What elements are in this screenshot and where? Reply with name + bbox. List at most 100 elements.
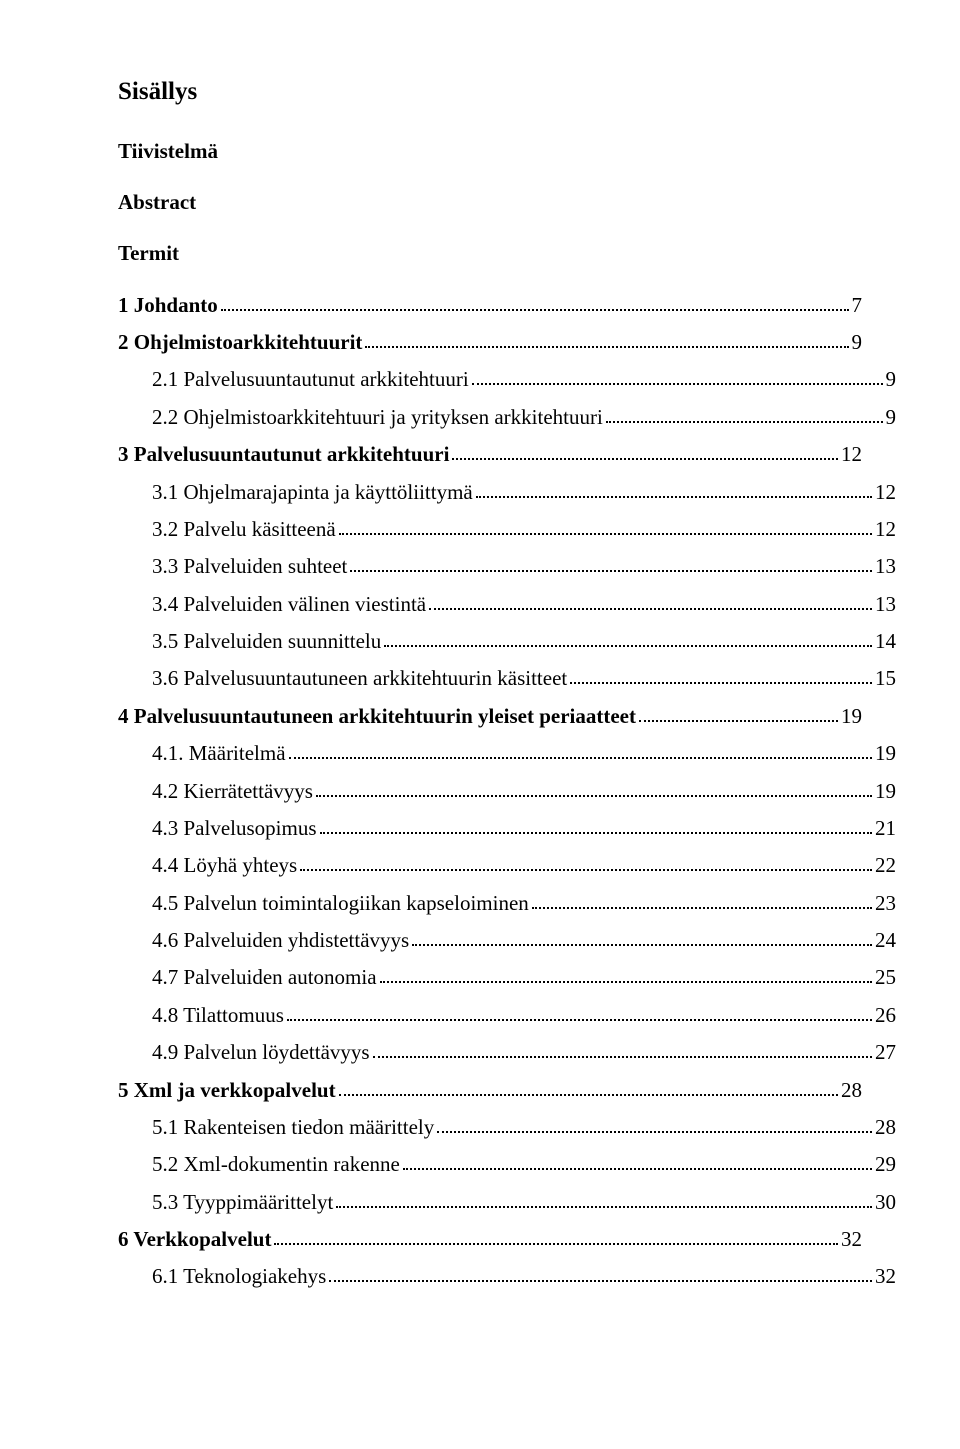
toc-row: 5.2 Xml-dokumentin rakenne 29: [118, 1146, 896, 1183]
toc-entry-page: 19: [875, 735, 896, 772]
toc-row: 5 Xml ja verkkopalvelut28: [118, 1072, 862, 1109]
toc-entry-label: 2.1 Palvelusuuntautunut arkkitehtuuri: [152, 361, 469, 398]
toc-row: 4.8 Tilattomuus 26: [118, 997, 896, 1034]
toc-entry-label: 4.1. Määritelmä: [152, 735, 286, 772]
toc-row: 2.1 Palvelusuuntautunut arkkitehtuuri 9: [118, 361, 896, 398]
toc-entry-page: 32: [841, 1221, 862, 1258]
toc-leader-dots: [365, 327, 848, 348]
toc-row: 1 Johdanto 7: [118, 287, 862, 324]
toc-row: 4.2 Kierrätettävyys 19: [118, 773, 896, 810]
toc-row: 3.3 Palveluiden suhteet 13: [118, 548, 896, 585]
toc-entry-label: 6.1 Teknologiakehys: [152, 1258, 326, 1295]
toc-leader-dots: [606, 402, 883, 423]
front-matter-list: TiivistelmäAbstractTermit: [118, 133, 862, 273]
toc-leader-dots: [412, 925, 872, 946]
toc-entry-label: 4.2 Kierrätettävyys: [152, 773, 313, 810]
toc-row: 3.5 Palveluiden suunnittelu 14: [118, 623, 896, 660]
toc-entry-page: 13: [875, 548, 896, 585]
toc-entry-label: 4.4 Löyhä yhteys: [152, 847, 297, 884]
toc-entry-label: 4 Palvelusuuntautuneen arkkitehtuurin yl…: [118, 698, 636, 735]
toc-entry-page: 7: [852, 287, 863, 324]
toc-row: 6 Verkkopalvelut 32: [118, 1221, 862, 1258]
toc-leader-dots: [437, 1112, 872, 1133]
toc-leader-dots: [403, 1149, 872, 1170]
toc-entry-page: 24: [875, 922, 896, 959]
toc-leader-dots: [221, 290, 849, 311]
toc-entry-page: 28: [841, 1072, 862, 1109]
toc-title: Sisällys: [118, 70, 862, 115]
toc-entry-page: 26: [875, 997, 896, 1034]
toc-leader-dots: [532, 888, 872, 909]
toc-leader-dots: [429, 589, 872, 610]
toc-leader-dots: [287, 1000, 872, 1021]
toc-entry-label: 2.2 Ohjelmistoarkkitehtuuri ja yrityksen…: [152, 399, 603, 436]
toc-entry-page: 12: [875, 474, 896, 511]
toc-leader-dots: [384, 626, 872, 647]
toc-entry-label: 3 Palvelusuuntautunut arkkitehtuuri: [118, 436, 449, 473]
toc-row: 3 Palvelusuuntautunut arkkitehtuuri 12: [118, 436, 862, 473]
toc-row: 4.1. Määritelmä 19: [118, 735, 896, 772]
toc-entry-page: 30: [875, 1184, 896, 1221]
toc-entry-label: 4.8 Tilattomuus: [152, 997, 284, 1034]
toc-entry-label: 3.3 Palveluiden suhteet: [152, 548, 347, 585]
toc-entry-page: 9: [886, 399, 897, 436]
toc-entry-page: 19: [875, 773, 896, 810]
toc-leader-dots: [316, 776, 872, 797]
toc-entry-page: 9: [852, 324, 863, 361]
toc-entry-page: 32: [875, 1258, 896, 1295]
toc-list: 1 Johdanto 7 2 Ohjelmistoarkkitehtuurit 9 2.…: [118, 287, 862, 1296]
toc-row: 5.3 Tyyppimäärittelyt 30: [118, 1184, 896, 1221]
toc-leader-dots: [300, 850, 872, 871]
toc-leader-dots: [639, 701, 838, 722]
toc-row: 4.9 Palvelun löydettävyys27: [118, 1034, 896, 1071]
toc-leader-dots: [350, 551, 872, 572]
toc-entry-label: 5.3 Tyyppimäärittelyt: [152, 1184, 333, 1221]
toc-leader-dots: [476, 477, 872, 498]
toc-row: 4 Palvelusuuntautuneen arkkitehtuurin yl…: [118, 698, 862, 735]
front-matter-item: Termit: [118, 235, 862, 272]
toc-entry-page: 28: [875, 1109, 896, 1146]
toc-leader-dots: [320, 813, 872, 834]
toc-entry-label: 4.3 Palvelusopimus: [152, 810, 317, 847]
toc-row: 5.1 Rakenteisen tiedon määrittely 28: [118, 1109, 896, 1146]
toc-entry-label: 2 Ohjelmistoarkkitehtuurit: [118, 324, 362, 361]
toc-entry-label: 5.1 Rakenteisen tiedon määrittely: [152, 1109, 434, 1146]
toc-entry-page: 25: [875, 959, 896, 996]
toc-entry-page: 15: [875, 660, 896, 697]
toc-leader-dots: [329, 1261, 872, 1282]
toc-entry-label: 3.5 Palveluiden suunnittelu: [152, 623, 381, 660]
toc-row: 6.1 Teknologiakehys 32: [118, 1258, 896, 1295]
toc-entry-label: 3.2 Palvelu käsitteenä: [152, 511, 336, 548]
toc-leader-dots: [339, 514, 872, 535]
toc-row: 3.2 Palvelu käsitteenä 12: [118, 511, 896, 548]
toc-entry-page: 22: [875, 847, 896, 884]
toc-leader-dots: [472, 364, 883, 385]
toc-leader-dots: [452, 439, 838, 460]
toc-entry-label: 1 Johdanto: [118, 287, 218, 324]
toc-entry-page: 21: [875, 810, 896, 847]
toc-leader-dots: [336, 1187, 872, 1208]
toc-leader-dots: [339, 1075, 838, 1096]
toc-entry-label: 4.7 Palveluiden autonomia: [152, 959, 377, 996]
toc-entry-label: 3.1 Ohjelmarajapinta ja käyttöliittymä: [152, 474, 473, 511]
toc-entry-page: 12: [875, 511, 896, 548]
toc-row: 4.7 Palveluiden autonomia 25: [118, 959, 896, 996]
toc-leader-dots: [380, 962, 872, 983]
toc-row: 4.4 Löyhä yhteys 22: [118, 847, 896, 884]
toc-entry-label: 4.9 Palvelun löydettävyys: [152, 1034, 370, 1071]
toc-entry-page: 29: [875, 1146, 896, 1183]
toc-leader-dots: [274, 1224, 838, 1245]
toc-entry-page: 14: [875, 623, 896, 660]
toc-row: 4.3 Palvelusopimus 21: [118, 810, 896, 847]
toc-row: 2.2 Ohjelmistoarkkitehtuuri ja yrityksen…: [118, 399, 896, 436]
toc-entry-label: 3.4 Palveluiden välinen viestintä: [152, 586, 426, 623]
toc-entry-label: 5.2 Xml-dokumentin rakenne: [152, 1146, 400, 1183]
toc-entry-page: 13: [875, 586, 896, 623]
toc-entry-page: 12: [841, 436, 862, 473]
toc-entry-page: 9: [886, 361, 897, 398]
toc-row: 4.5 Palvelun toimintalogiikan kapseloimi…: [118, 885, 896, 922]
toc-row: 3.6 Palvelusuuntautuneen arkkitehtuurin …: [118, 660, 896, 697]
front-matter-item: Abstract: [118, 184, 862, 221]
toc-row: 4.6 Palveluiden yhdistettävyys24: [118, 922, 896, 959]
toc-entry-label: 6 Verkkopalvelut: [118, 1221, 271, 1258]
